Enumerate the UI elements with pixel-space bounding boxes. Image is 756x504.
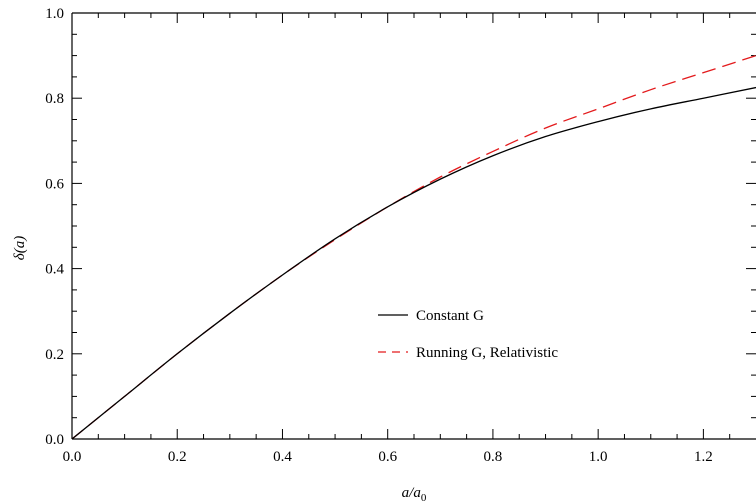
y-tick-label: 1.0 bbox=[45, 6, 64, 22]
series-line-running-g bbox=[72, 54, 756, 439]
legend-entry-label: Running G, Relativistic bbox=[416, 345, 558, 361]
legend: Constant G Running G, Relativistic bbox=[378, 308, 558, 361]
y-tick-label: 0.8 bbox=[45, 91, 64, 107]
x-tick-label: 0.8 bbox=[484, 449, 503, 465]
series-line-constant-g bbox=[72, 86, 756, 439]
x-tick-label: 1.0 bbox=[589, 449, 608, 465]
y-tick-label: 0.2 bbox=[45, 347, 64, 363]
y-tick-label: 0.0 bbox=[45, 432, 64, 448]
x-axis: 0.0 0.2 0.4 0.6 0.8 1.0 1.2 bbox=[63, 13, 731, 465]
x-tick-label: 0.2 bbox=[168, 449, 187, 465]
y-tick-label: 0.4 bbox=[45, 262, 64, 278]
y-tick-label: 0.6 bbox=[45, 176, 64, 192]
y-axis-label: δ(a) bbox=[12, 236, 28, 260]
plot-frame bbox=[71, 12, 756, 440]
x-axis-label: a/a0 bbox=[402, 485, 427, 504]
x-tick-label: 0.4 bbox=[273, 449, 292, 465]
y-axis: 0.0 0.2 0.4 0.6 0.8 1.0 bbox=[45, 6, 756, 448]
x-tick-label: 0.0 bbox=[63, 449, 82, 465]
legend-entry-label: Constant G bbox=[416, 308, 484, 324]
series-layer bbox=[72, 54, 756, 439]
x-tick-label: 1.2 bbox=[694, 449, 713, 465]
x-axis-label-subscript: 0 bbox=[421, 492, 427, 504]
x-tick-label: 0.6 bbox=[378, 449, 397, 465]
